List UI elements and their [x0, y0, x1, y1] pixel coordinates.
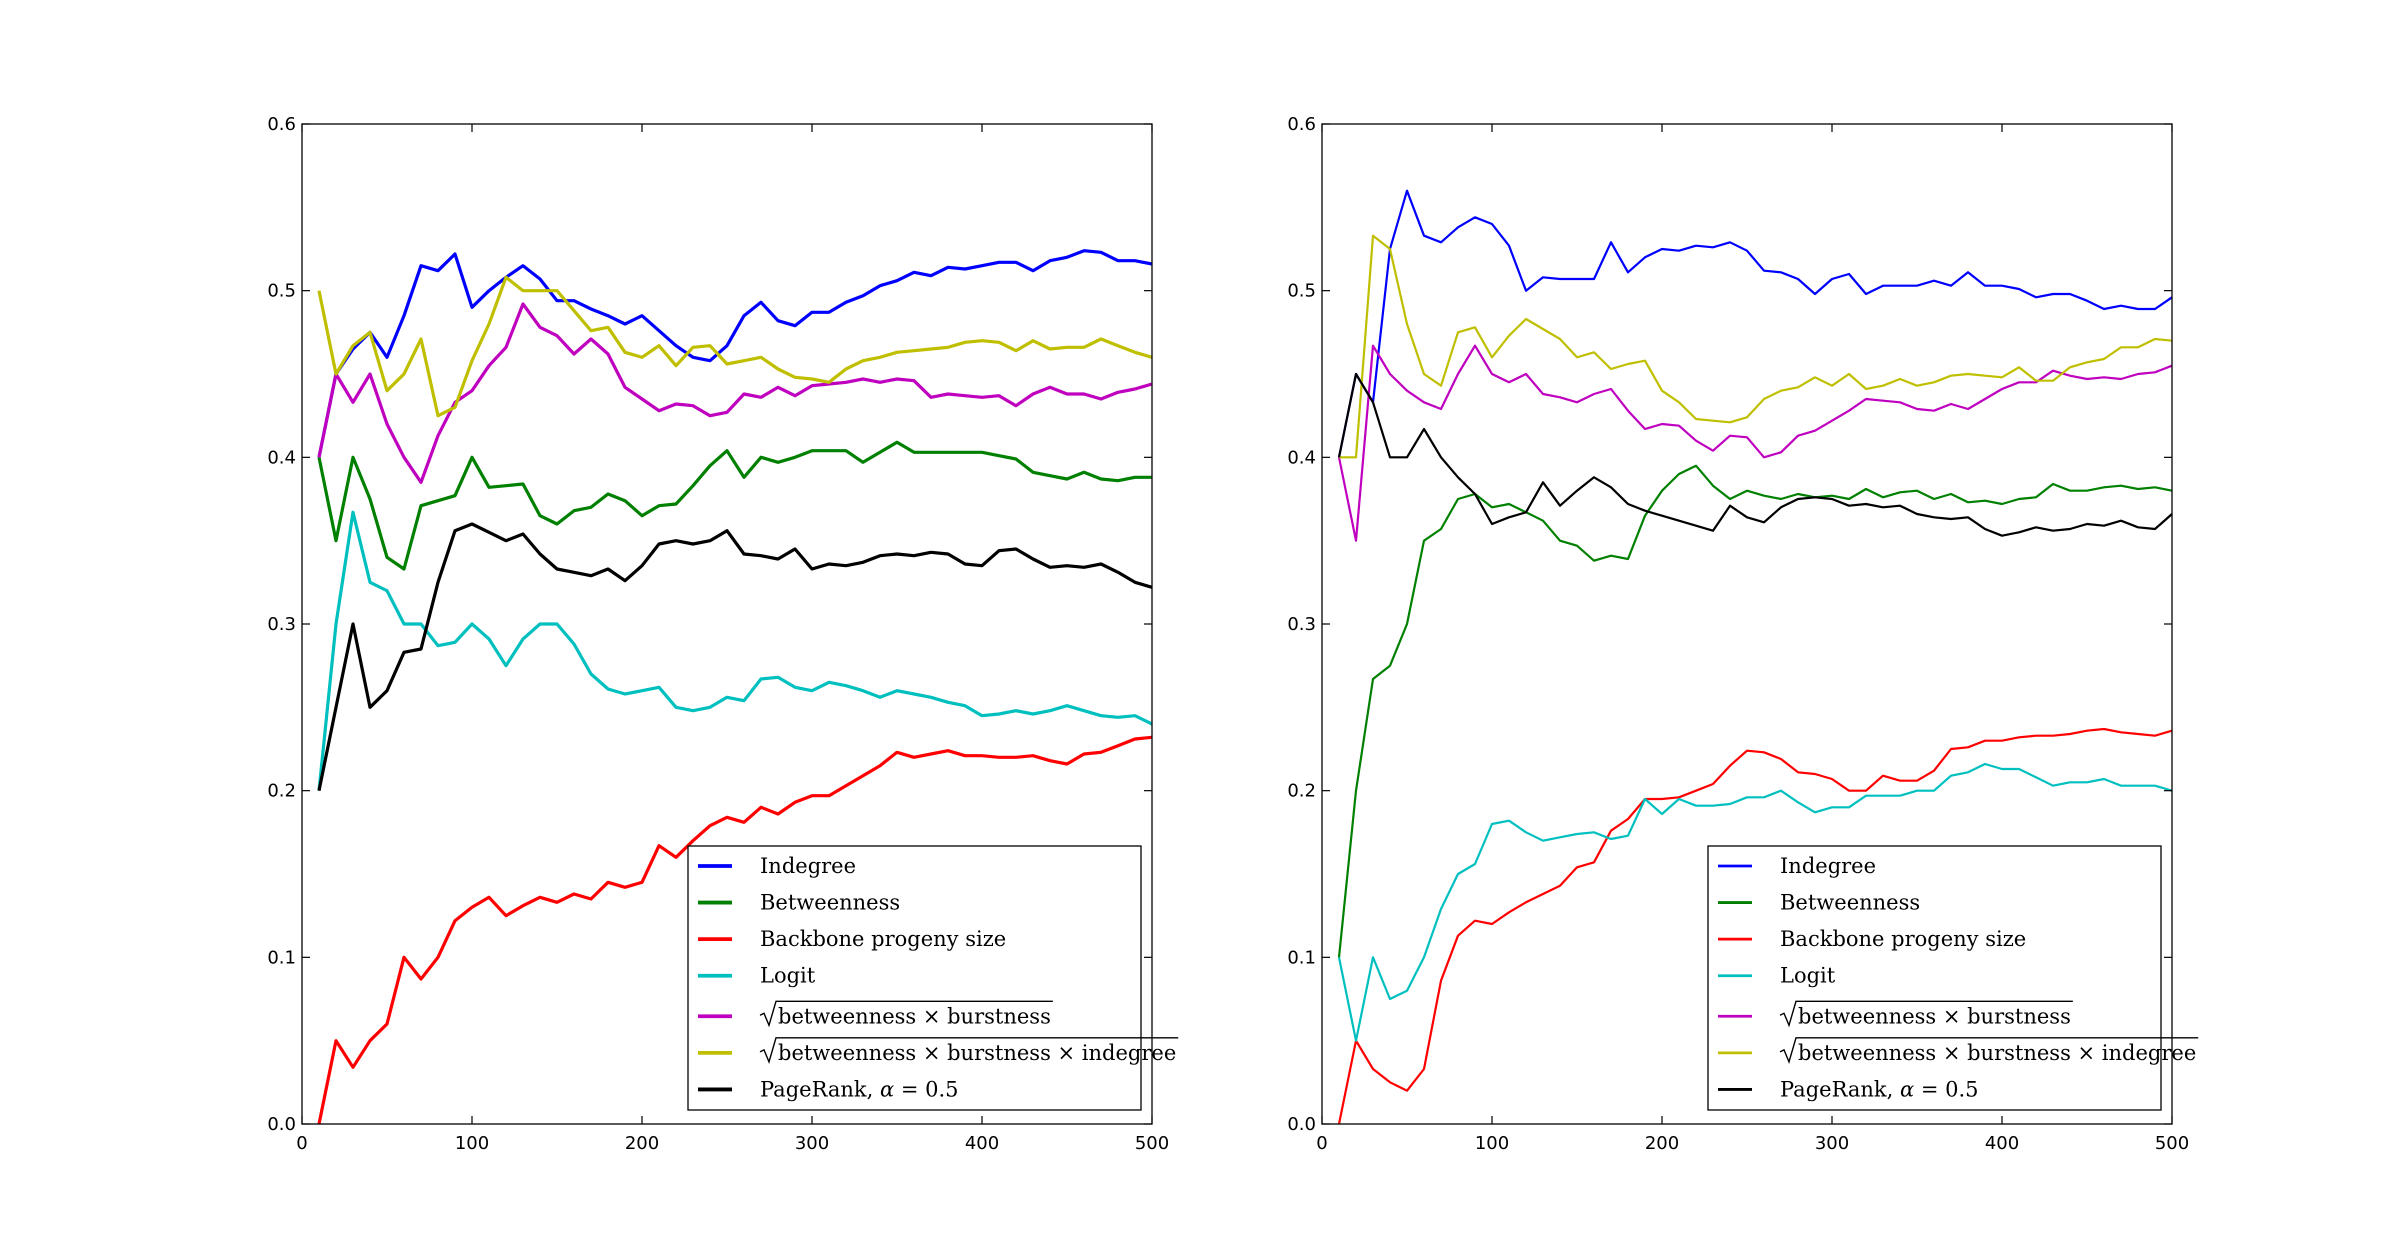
x-tick-label: 300: [795, 1133, 829, 1154]
legend-label-alpha: α: [880, 1077, 894, 1101]
series-line-3: [1337, 727, 2173, 1125]
legend-label: Logit: [1780, 964, 1836, 988]
series-line-2: [1337, 464, 2173, 958]
legend-label: PageRank, α = 0.5: [1780, 1077, 1979, 1101]
x-tick-label: 100: [455, 1133, 489, 1154]
legend: Indegree Betweenness Backbone progeny size…: [1707, 845, 2199, 1111]
y-tick-label: 0.3: [267, 614, 296, 635]
y-tick-label: 0.6: [1287, 114, 1316, 135]
y-tick-label: 0.2: [1287, 781, 1316, 802]
series-line-7: [317, 522, 1153, 792]
legend-label: PageRank, α = 0.5: [760, 1077, 959, 1101]
y-tick-label: 0.4: [267, 447, 296, 468]
x-tick-label: 200: [625, 1133, 659, 1154]
y-tick-label: 0.5: [1287, 281, 1316, 302]
series-line-1: [317, 249, 1153, 458]
x-tick-label: 500: [1135, 1133, 1169, 1154]
legend-label-alpha: α: [1900, 1077, 1914, 1101]
chart-panel-2: 0 100 200 300 400 500 0.0 0.1 0.2 0.3 0.4 0.5 0.6 Ind…: [1287, 114, 2199, 1154]
x-tick-label: 0: [296, 1133, 307, 1154]
series-line-1: [1337, 189, 2173, 458]
legend-label: betweenness × burstness × indegree: [778, 1041, 1176, 1065]
y-tick-label: 0.2: [267, 781, 296, 802]
legend-label: Logit: [760, 964, 816, 988]
legend-label: betweenness × burstness × indegree: [1798, 1041, 2196, 1065]
y-tick-label: 0.0: [1287, 1114, 1316, 1135]
series-line-4: [1337, 762, 2173, 1042]
series-line-5: [1337, 344, 2173, 542]
x-tick-label: 200: [1645, 1133, 1679, 1154]
legend-label: Indegree: [1780, 854, 1876, 878]
legend-label: Betweenness: [1780, 891, 1920, 915]
x-tick-label: 100: [1475, 1133, 1509, 1154]
legend-box: [1707, 845, 2162, 1111]
legend-label: betweenness × burstness: [778, 1004, 1051, 1028]
series-line-3: [317, 735, 1153, 1125]
legend-radical-sign: [1779, 1037, 2199, 1064]
y-tick-label: 0.4: [1287, 447, 1316, 468]
series-line-7: [1337, 372, 2173, 537]
series-line-4: [317, 510, 1153, 791]
y-tick-label: 0.5: [267, 281, 296, 302]
legend: Indegree Betweenness Backbone progeny size…: [687, 845, 1179, 1111]
chart-panel-1: 0 100 200 300 400 500 0.0 0.1 0.2 0.3 0.4 0.5 0.6 Ind…: [267, 114, 1179, 1154]
legend-label: Backbone progeny size: [760, 927, 1006, 951]
legend-label: Betweenness: [760, 891, 900, 915]
series-line-6: [317, 275, 1153, 418]
series-line-6: [1339, 234, 2173, 459]
x-tick-label: 300: [1815, 1133, 1849, 1154]
y-tick-label: 0.3: [1287, 614, 1316, 635]
x-tick-label: 500: [2155, 1133, 2189, 1154]
legend-label-suffix: = 0.5: [894, 1077, 958, 1101]
series-line-2: [317, 440, 1152, 571]
legend-label: Backbone progeny size: [1780, 927, 2026, 951]
legend-box: [687, 845, 1142, 1111]
y-tick-label: 0.0: [267, 1114, 296, 1135]
legend-label-suffix: = 0.5: [1914, 1077, 1978, 1101]
x-tick-label: 400: [1985, 1133, 2019, 1154]
legend-label-prefix: PageRank,: [1780, 1077, 1900, 1101]
x-tick-label: 400: [965, 1133, 999, 1154]
y-tick-label: 0.1: [1287, 947, 1316, 968]
y-tick-label: 0.6: [267, 114, 296, 135]
legend-radical-sign: [759, 1000, 1053, 1028]
legend-label: betweenness × burstness: [1798, 1004, 2071, 1028]
legend-radical-sign: [759, 1037, 1179, 1064]
legend-label: Indegree: [760, 854, 856, 878]
x-tick-label: 0: [1316, 1133, 1327, 1154]
legend-radical-sign: [1779, 1000, 2073, 1028]
legend-label-prefix: PageRank,: [760, 1077, 880, 1101]
y-tick-label: 0.1: [267, 947, 296, 968]
